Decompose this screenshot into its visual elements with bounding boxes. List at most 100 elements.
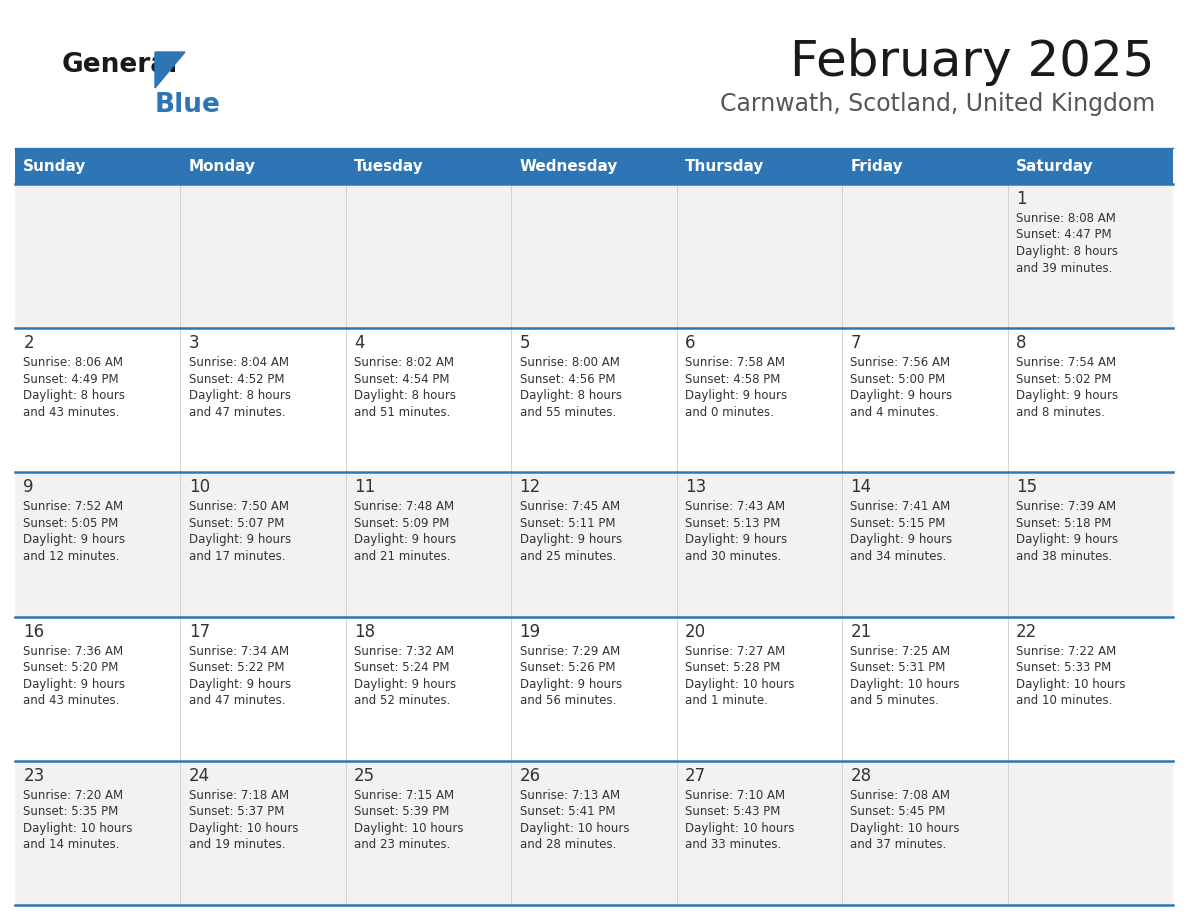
Text: Sunrise: 8:08 AM: Sunrise: 8:08 AM [1016,212,1116,225]
Text: 1: 1 [1016,190,1026,208]
Text: Sunrise: 7:15 AM: Sunrise: 7:15 AM [354,789,454,801]
Text: 2: 2 [24,334,34,353]
Bar [842,761,1007,905]
Text: Daylight: 9 hours: Daylight: 9 hours [685,389,788,402]
Text: Daylight: 10 hours: Daylight: 10 hours [1016,677,1125,690]
Text: and 19 minutes.: and 19 minutes. [189,838,285,851]
Text: Daylight: 9 hours: Daylight: 9 hours [1016,533,1118,546]
Text: Sunset: 5:41 PM: Sunset: 5:41 PM [519,805,615,818]
Bar [842,617,1007,761]
Text: and 39 minutes.: and 39 minutes. [1016,262,1112,274]
Text: Sunrise: 7:27 AM: Sunrise: 7:27 AM [685,644,785,657]
Polygon shape [154,52,185,88]
Text: 4: 4 [354,334,365,353]
Text: Sunrise: 8:00 AM: Sunrise: 8:00 AM [519,356,619,369]
Text: Sunrise: 7:39 AM: Sunrise: 7:39 AM [1016,500,1116,513]
Text: Daylight: 10 hours: Daylight: 10 hours [685,677,795,690]
Text: and 1 minute.: and 1 minute. [685,694,767,707]
Text: 10: 10 [189,478,210,497]
Bar [511,184,677,329]
Text: Tuesday: Tuesday [354,159,424,174]
Text: Sunset: 5:37 PM: Sunset: 5:37 PM [189,805,284,818]
Bar [15,148,181,184]
Bar [181,617,346,761]
Text: 14: 14 [851,478,872,497]
Text: 22: 22 [1016,622,1037,641]
Text: Sunset: 5:00 PM: Sunset: 5:00 PM [851,373,946,386]
Text: and 14 minutes.: and 14 minutes. [24,838,120,851]
Text: 8: 8 [1016,334,1026,353]
Text: 19: 19 [519,622,541,641]
Text: Sunset: 5:15 PM: Sunset: 5:15 PM [851,517,946,530]
Bar [677,617,842,761]
Text: and 51 minutes.: and 51 minutes. [354,406,450,419]
Text: Daylight: 10 hours: Daylight: 10 hours [851,822,960,834]
Text: Daylight: 9 hours: Daylight: 9 hours [189,677,291,690]
Text: Sunset: 4:58 PM: Sunset: 4:58 PM [685,373,781,386]
Text: Sunrise: 7:34 AM: Sunrise: 7:34 AM [189,644,289,657]
Text: Sunrise: 7:22 AM: Sunrise: 7:22 AM [1016,644,1116,657]
Text: Sunset: 5:33 PM: Sunset: 5:33 PM [1016,661,1111,674]
Text: Sunrise: 7:13 AM: Sunrise: 7:13 AM [519,789,620,801]
Text: Sunrise: 7:52 AM: Sunrise: 7:52 AM [24,500,124,513]
Text: 26: 26 [519,767,541,785]
Text: Daylight: 9 hours: Daylight: 9 hours [519,677,621,690]
Text: Daylight: 9 hours: Daylight: 9 hours [1016,389,1118,402]
Text: and 8 minutes.: and 8 minutes. [1016,406,1105,419]
Text: and 47 minutes.: and 47 minutes. [189,694,285,707]
Text: Sunset: 5:18 PM: Sunset: 5:18 PM [1016,517,1111,530]
Text: and 43 minutes.: and 43 minutes. [24,406,120,419]
Text: Sunset: 5:31 PM: Sunset: 5:31 PM [851,661,946,674]
Text: Daylight: 9 hours: Daylight: 9 hours [851,389,953,402]
Bar [346,473,511,617]
Bar [842,148,1007,184]
Text: Sunrise: 7:54 AM: Sunrise: 7:54 AM [1016,356,1116,369]
Bar [346,184,511,329]
Text: Sunset: 5:28 PM: Sunset: 5:28 PM [685,661,781,674]
Text: 12: 12 [519,478,541,497]
Text: 23: 23 [24,767,44,785]
Bar [181,473,346,617]
Text: 9: 9 [24,478,33,497]
Text: Sunset: 5:24 PM: Sunset: 5:24 PM [354,661,449,674]
Text: 16: 16 [24,622,44,641]
Text: and 52 minutes.: and 52 minutes. [354,694,450,707]
Bar [346,329,511,473]
Bar [677,473,842,617]
Bar [181,761,346,905]
Text: Sunset: 4:56 PM: Sunset: 4:56 PM [519,373,615,386]
Bar [1007,473,1173,617]
Text: Carnwath, Scotland, United Kingdom: Carnwath, Scotland, United Kingdom [720,92,1155,116]
Text: 21: 21 [851,622,872,641]
Text: Sunset: 5:39 PM: Sunset: 5:39 PM [354,805,449,818]
Bar [15,184,181,329]
Text: and 21 minutes.: and 21 minutes. [354,550,450,563]
Bar [511,473,677,617]
Text: Sunrise: 7:41 AM: Sunrise: 7:41 AM [851,500,950,513]
Text: and 37 minutes.: and 37 minutes. [851,838,947,851]
Text: Sunset: 5:35 PM: Sunset: 5:35 PM [24,805,119,818]
Bar [677,148,842,184]
Text: 6: 6 [685,334,695,353]
Bar [842,473,1007,617]
Text: 11: 11 [354,478,375,497]
Text: and 17 minutes.: and 17 minutes. [189,550,285,563]
Text: Daylight: 9 hours: Daylight: 9 hours [189,533,291,546]
Text: Daylight: 10 hours: Daylight: 10 hours [189,822,298,834]
Text: Sunrise: 7:45 AM: Sunrise: 7:45 AM [519,500,620,513]
Text: Daylight: 8 hours: Daylight: 8 hours [189,389,291,402]
Text: and 28 minutes.: and 28 minutes. [519,838,615,851]
Bar [511,329,677,473]
Text: Sunset: 5:22 PM: Sunset: 5:22 PM [189,661,284,674]
Text: 13: 13 [685,478,706,497]
Bar [511,148,677,184]
Text: 27: 27 [685,767,706,785]
Text: Sunday: Sunday [24,159,87,174]
Text: 15: 15 [1016,478,1037,497]
Bar [181,329,346,473]
Text: Blue: Blue [154,92,221,118]
Bar [346,617,511,761]
Text: Sunset: 5:02 PM: Sunset: 5:02 PM [1016,373,1111,386]
Text: and 10 minutes.: and 10 minutes. [1016,694,1112,707]
Text: Sunset: 5:26 PM: Sunset: 5:26 PM [519,661,615,674]
